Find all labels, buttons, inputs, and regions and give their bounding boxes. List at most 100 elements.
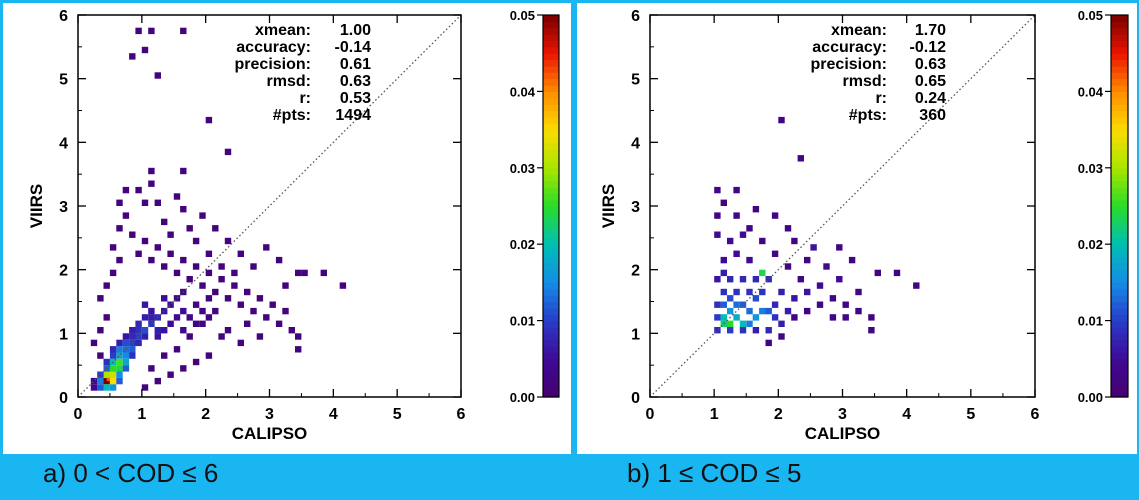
- colorbar-segment: [1111, 53, 1128, 61]
- colorbar-segment: [1111, 142, 1128, 150]
- colorbar-segment: [543, 199, 559, 207]
- heat-cell: [199, 282, 206, 289]
- stat-label: xmean:: [255, 22, 311, 39]
- heat-cell: [244, 320, 251, 327]
- heat-cell: [97, 384, 104, 391]
- heat-cell: [746, 256, 753, 264]
- colorbar-segment: [543, 384, 559, 392]
- colorbar-tick-label: 0.04: [510, 84, 536, 99]
- stat-value: 0.65: [915, 73, 946, 90]
- heat-cell: [720, 320, 727, 327]
- heat-cell: [250, 263, 257, 270]
- colorbar-segment: [543, 225, 559, 233]
- heat-cell: [244, 288, 251, 296]
- heat-cell: [791, 295, 798, 302]
- heat-cell: [103, 371, 110, 378]
- heat-cell: [141, 333, 149, 340]
- heat-cell: [218, 276, 225, 283]
- heat-cell: [791, 314, 798, 321]
- heat-cell: [263, 244, 270, 251]
- heat-cell: [161, 307, 168, 315]
- colorbar-segment: [1111, 314, 1128, 322]
- heat-cell: [720, 301, 727, 308]
- heat-cell: [295, 269, 302, 277]
- heat-cell: [167, 371, 174, 378]
- colorbar-segment: [1111, 365, 1128, 373]
- heat-cell: [765, 339, 772, 347]
- heat-cell: [746, 225, 753, 232]
- x-tick-label: 6: [457, 406, 466, 423]
- heat-cell: [759, 288, 766, 296]
- heat-cell: [154, 377, 161, 385]
- stat-label: #pts:: [849, 107, 887, 124]
- heat-cell: [180, 327, 187, 334]
- colorbar-segment: [543, 314, 559, 322]
- colorbar-segment: [1111, 180, 1128, 188]
- heat-cell: [205, 352, 213, 359]
- colorbar-segment: [1111, 91, 1128, 99]
- colorbar-segment: [543, 142, 559, 150]
- heat-cell: [199, 320, 206, 327]
- heat-cell: [804, 256, 811, 264]
- x-tick-label: 1: [710, 406, 719, 423]
- colorbar-segment: [1111, 390, 1128, 398]
- y-tick-label: 3: [631, 199, 640, 216]
- heat-cell: [103, 384, 110, 391]
- heat-cell: [913, 282, 920, 289]
- heat-cell: [109, 371, 117, 378]
- heat-cell: [836, 276, 843, 283]
- heat-cell: [727, 237, 734, 245]
- colorbar-segment: [543, 34, 559, 42]
- heat-cell: [116, 377, 123, 385]
- heat-cell: [224, 327, 232, 334]
- colorbar-segment: [543, 148, 559, 156]
- heat-cell: [122, 352, 130, 359]
- colorbar-segment: [1111, 384, 1128, 392]
- x-axis-title: CALIPSO: [232, 424, 308, 443]
- colorbar-segment: [543, 15, 559, 22]
- heat-cell: [714, 314, 721, 321]
- colorbar-tick-label: 0.01: [1078, 314, 1103, 329]
- x-tick-label: 0: [646, 406, 655, 423]
- heat-cell: [720, 269, 727, 277]
- colorbar-segment: [1111, 352, 1128, 360]
- stat-label: precision:: [235, 56, 311, 73]
- colorbar-segment: [1111, 123, 1128, 131]
- heat-cell: [180, 167, 187, 175]
- colorbar-segment: [543, 155, 559, 163]
- heat-cell: [161, 263, 168, 270]
- x-tick-label: 0: [74, 406, 83, 423]
- heat-cell: [720, 288, 727, 296]
- stat-label: xmean:: [831, 22, 887, 39]
- colorbar-segment: [1111, 186, 1128, 194]
- colorbar-segment: [543, 91, 559, 99]
- colorbar-segment: [543, 301, 559, 309]
- colorbar-segment: [1111, 155, 1128, 163]
- stat-label: rmsd:: [843, 73, 887, 90]
- heat-cell: [154, 72, 161, 79]
- heat-cell: [167, 320, 174, 327]
- heat-cell: [186, 314, 193, 321]
- y-tick-label: 3: [59, 199, 68, 216]
- y-tick-label: 6: [59, 8, 68, 25]
- colorbar-segment: [1111, 167, 1128, 175]
- heat-cell: [180, 307, 187, 315]
- heat-cell: [173, 295, 181, 302]
- y-tick-label: 2: [59, 263, 68, 280]
- x-tick-label: 3: [838, 406, 847, 423]
- y-tick-label: 1: [631, 326, 640, 343]
- colorbar-segment: [1111, 250, 1128, 258]
- colorbar-segment: [543, 256, 559, 264]
- heat-cell: [97, 295, 104, 302]
- colorbar-tick-label: 0.00: [1078, 390, 1103, 405]
- heat-cell: [752, 327, 760, 334]
- colorbar-segment: [543, 174, 559, 182]
- stat-value: 1.00: [340, 22, 371, 39]
- heat-cell: [727, 320, 734, 327]
- heat-cell: [141, 327, 149, 334]
- heat-cell: [714, 231, 721, 238]
- colorbar-segment: [543, 46, 559, 54]
- heat-cell: [256, 333, 264, 340]
- heat-cell: [797, 155, 804, 162]
- caption-a: a) 0 < COD ≤ 6: [43, 458, 219, 488]
